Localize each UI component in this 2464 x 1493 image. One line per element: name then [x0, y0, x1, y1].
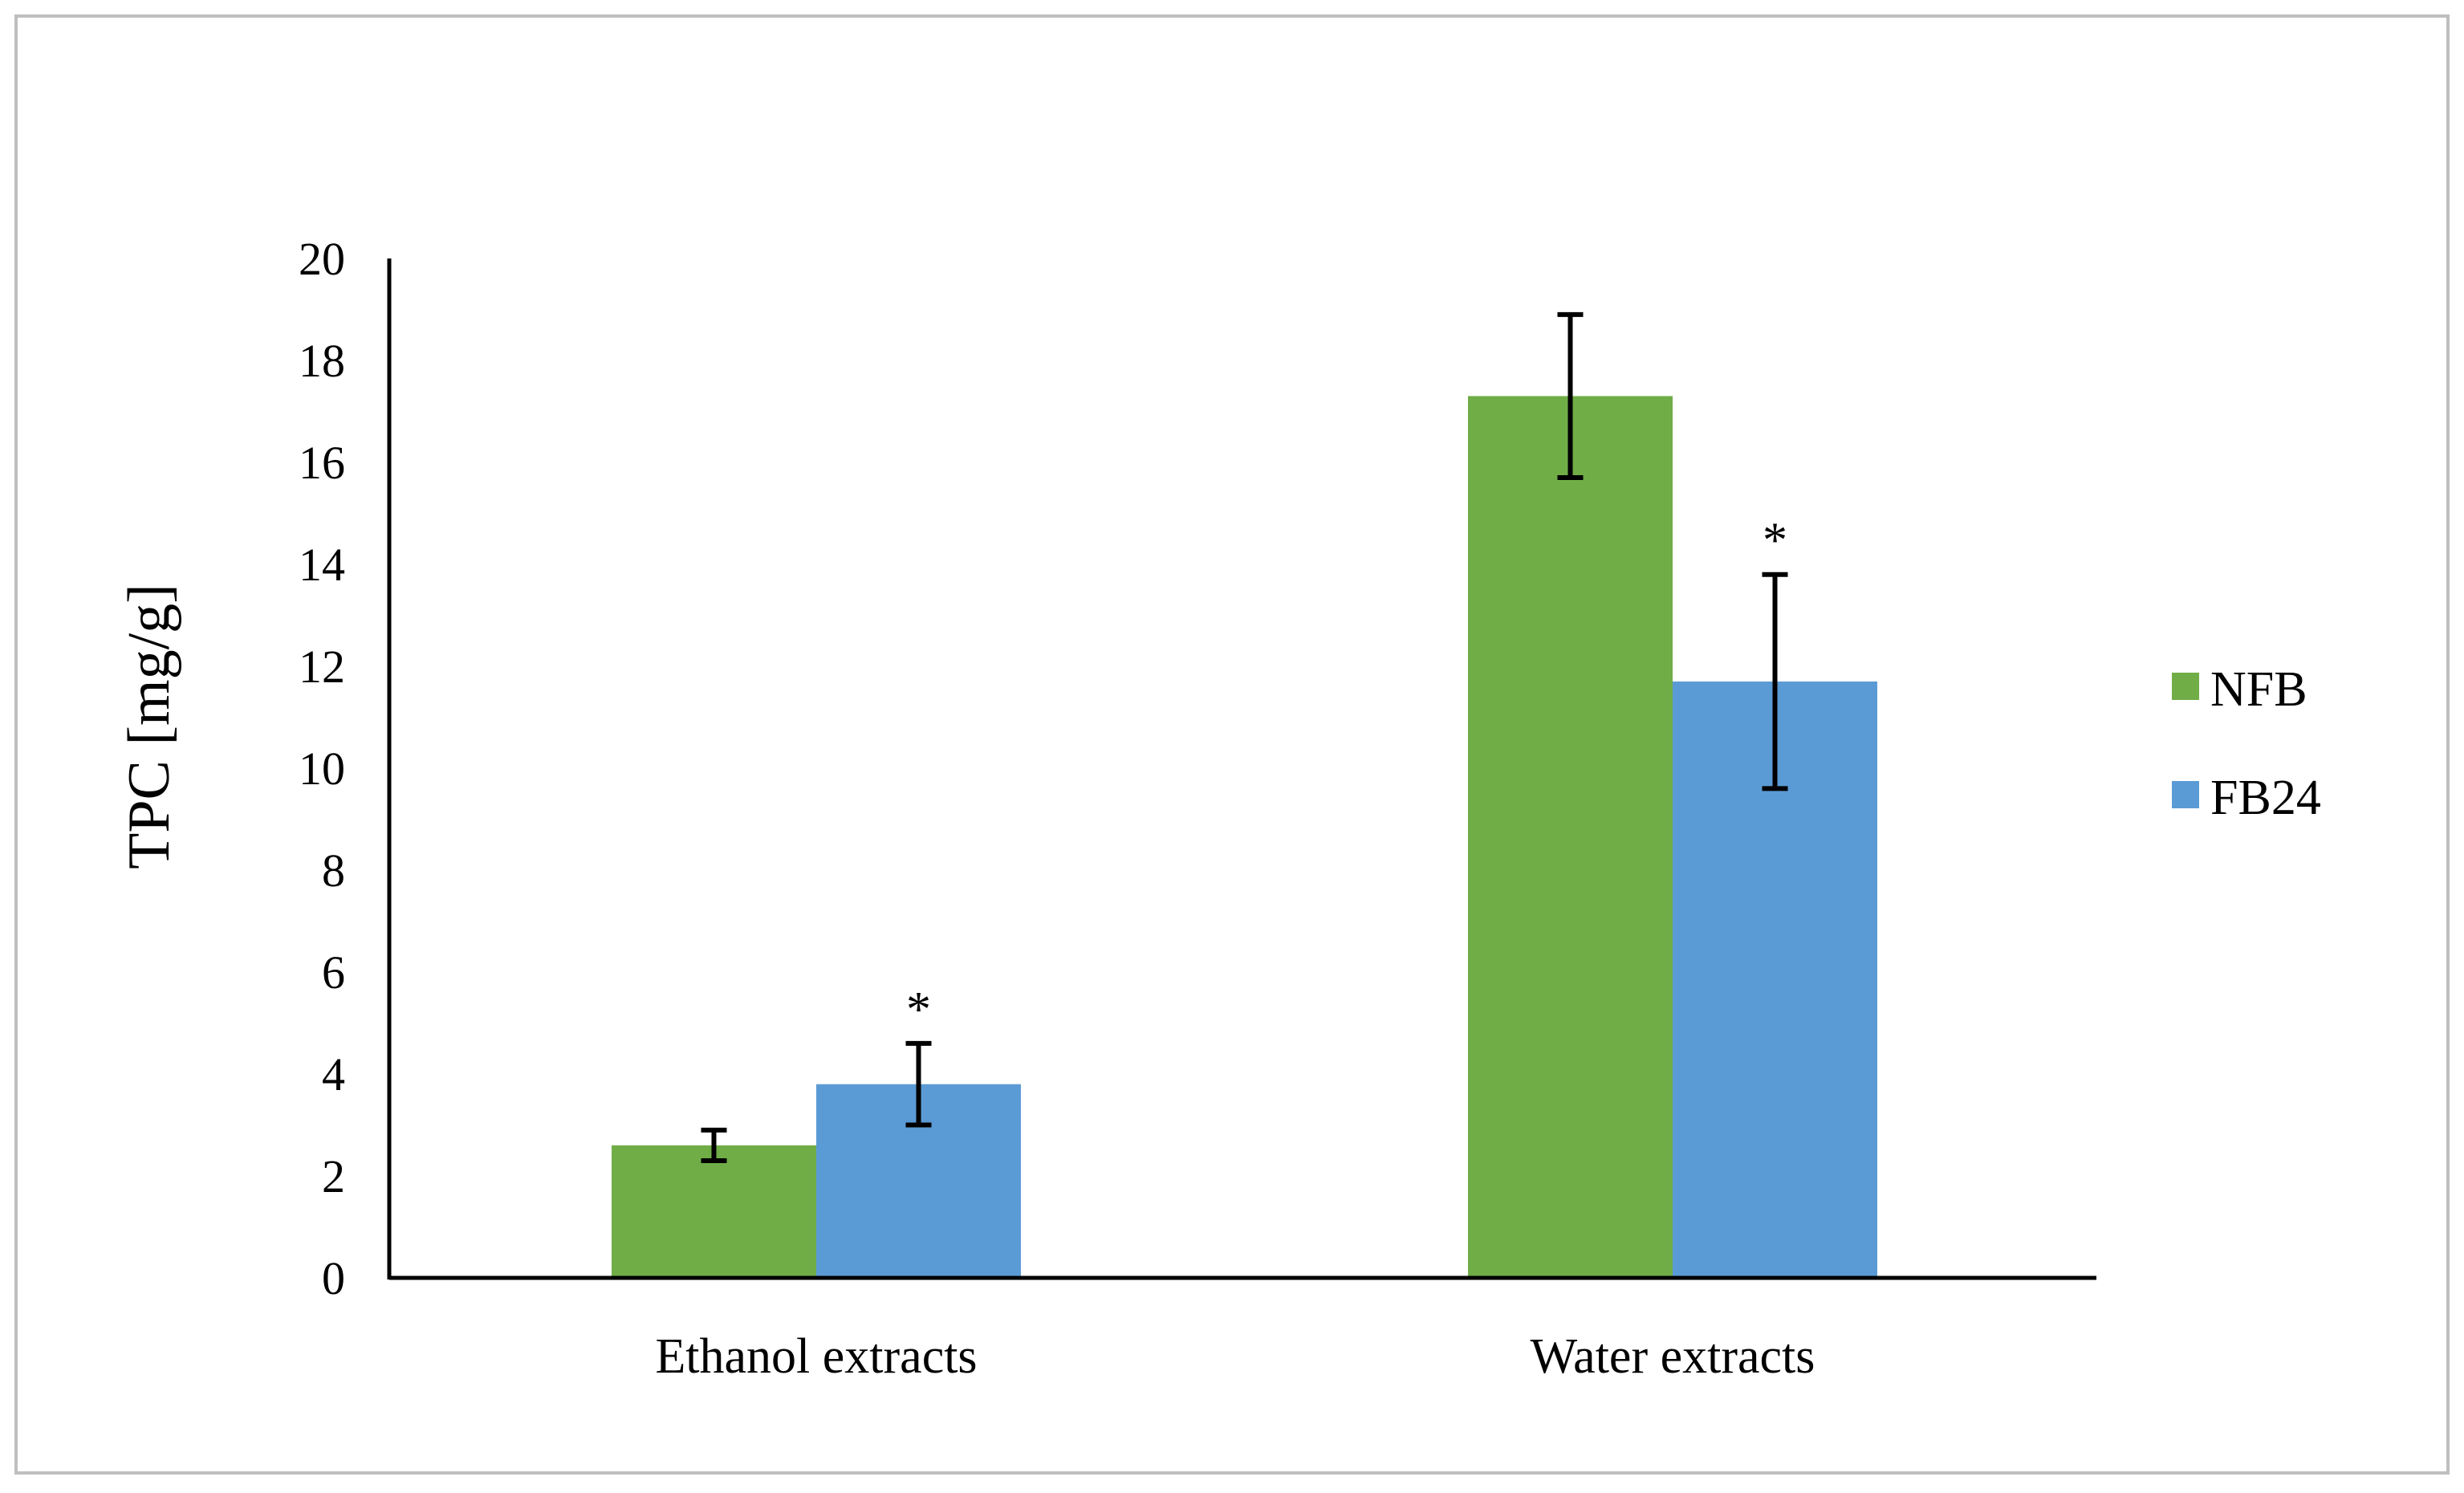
significance-marker: *: [906, 982, 931, 1037]
legend-label-fb24: FB24: [2210, 771, 2321, 825]
y-tick-label: 0: [322, 1252, 345, 1304]
plot-area: 0 2 4 6 8 10 12 14 16 18 20 * Ethanol extracts * Water…: [299, 233, 2096, 1384]
y-tick-label: 8: [322, 844, 345, 897]
y-tick-label: 2: [322, 1150, 345, 1202]
legend-swatch-nfb: [2172, 673, 2199, 700]
legend: NFB FB24: [2172, 662, 2321, 825]
y-tick-label: 12: [299, 641, 345, 693]
y-tick-label: 16: [299, 437, 345, 489]
y-tick-label: 10: [299, 742, 345, 795]
y-tick-label: 14: [299, 539, 345, 591]
y-axis-label: TPC [mg/g]: [116, 584, 182, 869]
bar-nfb-0: [612, 1145, 816, 1278]
significance-marker: *: [1763, 514, 1787, 568]
chart-frame: [14, 14, 2450, 1475]
y-tick-label: 18: [299, 335, 345, 387]
x-tick-label: Ethanol extracts: [655, 1329, 977, 1384]
x-tick-label: Water extracts: [1531, 1329, 1815, 1384]
y-tick-label: 20: [299, 233, 345, 285]
bar-nfb-1: [1468, 396, 1673, 1279]
y-tick-label: 6: [322, 946, 345, 999]
legend-label-nfb: NFB: [2210, 662, 2307, 717]
legend-swatch-fb24: [2172, 781, 2199, 808]
y-tick-label: 4: [322, 1048, 345, 1100]
